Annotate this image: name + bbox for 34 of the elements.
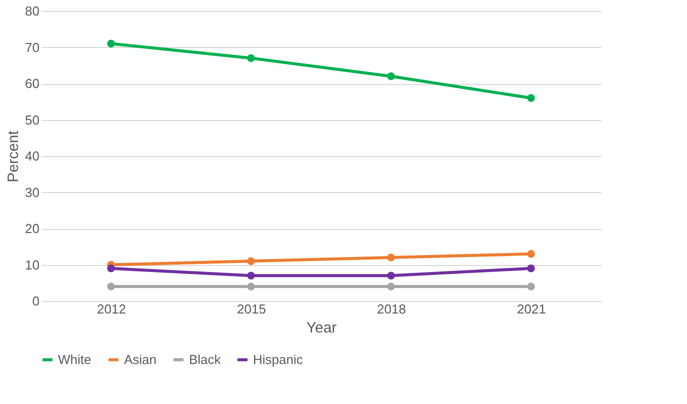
x-axis-title: Year: [306, 320, 337, 336]
y-tick-label: 50: [25, 112, 40, 128]
y-tick-label: 10: [25, 257, 40, 272]
x-tick-label: 2018: [377, 302, 406, 316]
legend-label: White: [58, 352, 92, 367]
point: [107, 264, 115, 272]
point: [527, 250, 535, 258]
legend-label: Hispanic: [253, 352, 304, 367]
legend-label: Asian: [124, 352, 157, 367]
legend-label: Black: [189, 352, 222, 367]
x-tick-label: 2021: [517, 302, 546, 316]
point: [387, 72, 395, 80]
y-axis-title: Percent: [5, 130, 22, 182]
point: [107, 282, 115, 290]
y-tick-label: 60: [25, 76, 40, 91]
point: [247, 54, 255, 62]
point: [387, 272, 395, 280]
point: [527, 264, 535, 272]
point: [107, 40, 115, 48]
point: [247, 282, 255, 290]
point: [247, 257, 255, 265]
point: [527, 282, 535, 290]
point: [247, 272, 255, 280]
x-tick-label: 2012: [97, 302, 126, 316]
y-tick-label: 40: [25, 148, 40, 164]
point: [387, 282, 395, 290]
x-tick-label: 2015: [237, 302, 266, 316]
y-tick-label: 0: [32, 294, 40, 308]
y-tick-label: 20: [25, 221, 40, 236]
y-tick-label: 30: [25, 184, 40, 200]
y-tick-label: 70: [25, 40, 40, 55]
point: [527, 94, 535, 102]
point: [387, 254, 395, 262]
y-tick-label: 80: [25, 4, 40, 18]
